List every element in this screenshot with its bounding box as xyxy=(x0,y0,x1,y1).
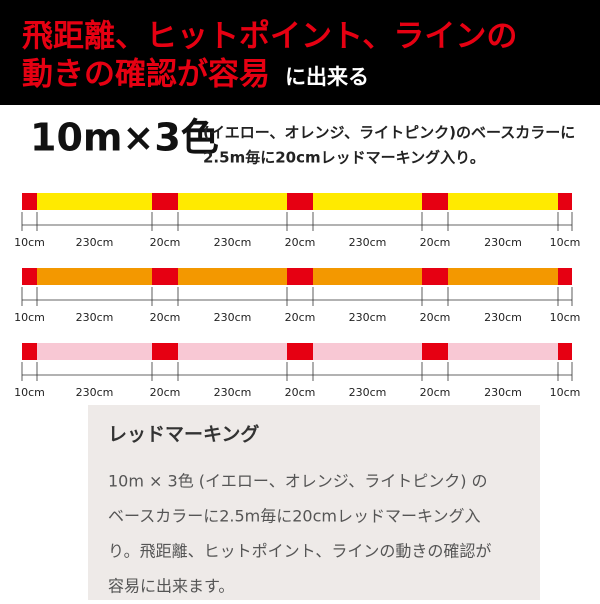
dim-label: 230cm xyxy=(214,386,252,399)
note-line: 容易に出来ます。 xyxy=(108,577,234,596)
red-marker xyxy=(22,268,37,285)
note-line: 10m × 3色 (イエロー、オレンジ、ライトピンク) の xyxy=(108,472,488,491)
header-line2-white: に出来る xyxy=(285,65,369,89)
dim-label: 230cm xyxy=(214,311,252,324)
dim-label: 230cm xyxy=(76,386,114,399)
dim-label: 10cm xyxy=(14,386,45,399)
base-color xyxy=(313,268,422,285)
base-color xyxy=(178,193,287,210)
dim-label: 10cm xyxy=(550,236,581,249)
dim-label: 20cm xyxy=(150,386,181,399)
base-color xyxy=(448,268,558,285)
red-marker xyxy=(558,343,572,360)
base-color xyxy=(178,268,287,285)
red-marker xyxy=(22,193,37,210)
dim-label: 20cm xyxy=(420,386,451,399)
note-title: レッドマーキング xyxy=(108,423,259,446)
dim-label: 230cm xyxy=(349,236,387,249)
dim-label: 230cm xyxy=(484,236,522,249)
dim-label: 10cm xyxy=(14,236,45,249)
dim-label: 20cm xyxy=(150,311,181,324)
dim-label: 230cm xyxy=(349,386,387,399)
spec-line1: (イエロー、オレンジ、ライトピンク)のベースカラーに xyxy=(203,124,575,142)
base-color xyxy=(37,343,152,360)
dim-label: 230cm xyxy=(484,386,522,399)
base-color xyxy=(178,343,287,360)
base-color xyxy=(448,193,558,210)
dim-label: 20cm xyxy=(285,386,316,399)
diagram: 10cm 230cm 20cm 230cm 20cm 230cm 20cm 230cm 10cm… xyxy=(14,193,580,399)
base-color xyxy=(37,268,152,285)
dim-label: 20cm xyxy=(420,236,451,249)
red-marker xyxy=(422,343,448,360)
red-marker xyxy=(558,193,572,210)
header-line2: 動きの確認が容易 xyxy=(22,57,270,93)
dim-label: 230cm xyxy=(76,236,114,249)
dim-label: 230cm xyxy=(214,236,252,249)
dim-label: 20cm xyxy=(150,236,181,249)
red-marker xyxy=(287,343,313,360)
base-color xyxy=(313,343,422,360)
dim-label: 20cm xyxy=(420,311,451,324)
spec-line2: 2.5m毎に20cmレッドマーキング入り。 xyxy=(203,149,485,167)
dim-label: 230cm xyxy=(484,311,522,324)
red-marker xyxy=(287,268,313,285)
base-color xyxy=(313,193,422,210)
header-bg xyxy=(0,0,600,105)
base-color xyxy=(448,343,558,360)
note-body: 10m × 3色 (イエロー、オレンジ、ライトピンク) のベースカラーに2.5m… xyxy=(108,472,491,596)
dim-label: 10cm xyxy=(14,311,45,324)
dim-label: 10cm xyxy=(550,311,581,324)
red-marker xyxy=(22,343,37,360)
red-marker xyxy=(422,193,448,210)
red-marker xyxy=(152,268,178,285)
spec-headline: 10m×3色 xyxy=(30,116,219,160)
note-box xyxy=(88,405,540,600)
note-line: ベースカラーに2.5m毎に20cmレッドマーキング入 xyxy=(108,507,481,526)
note-line: り。飛距離、ヒットポイント、ラインの動きの確認が xyxy=(108,542,491,561)
dim-label: 230cm xyxy=(76,311,114,324)
red-marker xyxy=(558,268,572,285)
dim-label: 10cm xyxy=(550,386,581,399)
red-marker xyxy=(152,343,178,360)
red-marker xyxy=(287,193,313,210)
red-marker xyxy=(152,193,178,210)
dim-label: 20cm xyxy=(285,311,316,324)
header-line1: 飛距離、ヒットポイント、ラインの xyxy=(22,19,517,55)
dim-label: 20cm xyxy=(285,236,316,249)
dim-label: 230cm xyxy=(349,311,387,324)
red-marker xyxy=(422,268,448,285)
base-color xyxy=(37,193,152,210)
